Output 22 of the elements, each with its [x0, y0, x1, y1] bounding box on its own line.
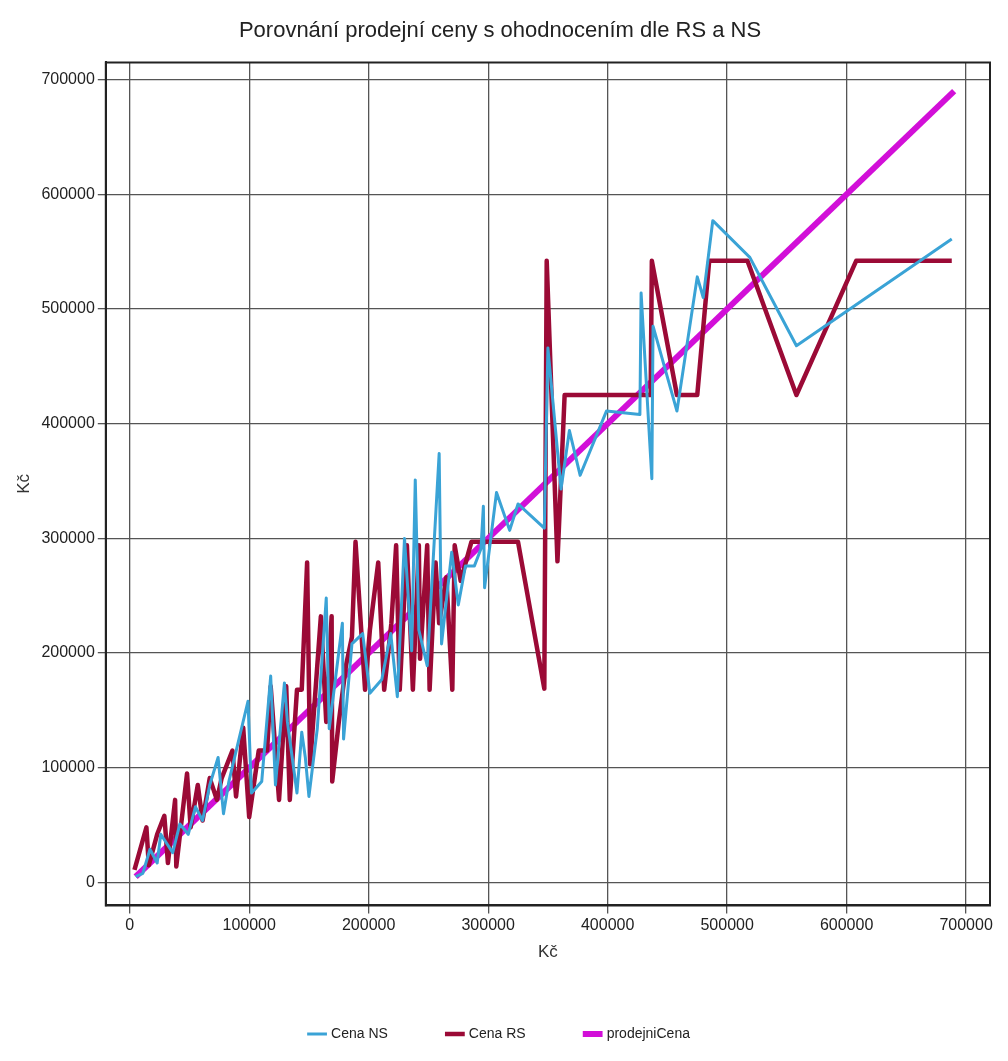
- legend-label: prodejniCena: [606, 1024, 691, 1041]
- chart-title: Porovnání prodejní ceny s ohodnocením dle RS a NS: [238, 17, 762, 43]
- y-tick-label: 700000: [41, 70, 95, 88]
- y-tick-label: 600000: [41, 184, 95, 202]
- y-tick-label: 200000: [41, 643, 95, 661]
- legend-label: Cena RS: [468, 1024, 526, 1041]
- x-tick-label: 400000: [580, 916, 635, 934]
- x-tick-label: 700000: [939, 916, 993, 934]
- y-axis-title: Kč: [13, 473, 33, 494]
- x-tick-label: 600000: [819, 916, 874, 934]
- x-tick-label: 0: [125, 916, 135, 934]
- x-tick-label: 100000: [222, 916, 276, 934]
- x-tick-label: 200000: [341, 916, 396, 934]
- x-tick-label: 500000: [700, 916, 754, 934]
- y-tick-label: 300000: [41, 528, 95, 546]
- y-tick-label: 0: [85, 872, 95, 890]
- y-tick-label: 500000: [41, 299, 95, 317]
- x-axis-title: Kč: [537, 942, 559, 962]
- y-tick-label: 400000: [41, 414, 95, 432]
- x-tick-label: 300000: [461, 916, 515, 934]
- legend-label: Cena NS: [331, 1024, 388, 1041]
- y-tick-label: 100000: [41, 758, 95, 776]
